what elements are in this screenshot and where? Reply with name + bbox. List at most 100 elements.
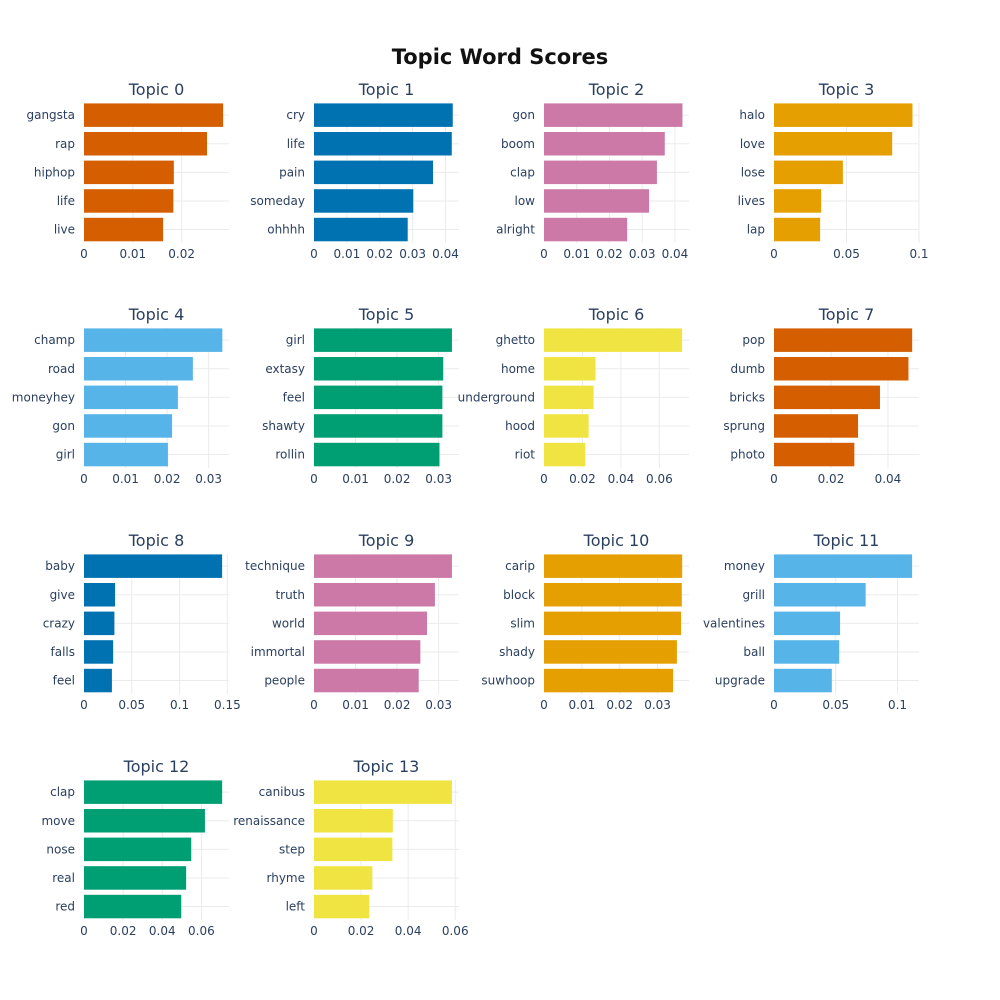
- x-tick-label: 0.02: [168, 247, 195, 261]
- category-label: rap: [55, 137, 75, 151]
- category-label: renaissance: [233, 814, 305, 828]
- category-label: halo: [739, 108, 765, 122]
- category-label: falls: [51, 645, 76, 659]
- bar-move: [84, 809, 205, 833]
- bar-gon: [544, 103, 683, 127]
- category-label: real: [52, 871, 75, 885]
- subplot-topic-1: Topic 1 cry life pain someday ohhhh 0 0.01 0.02 0…: [250, 80, 459, 261]
- category-label: live: [54, 223, 75, 237]
- bar-slim: [544, 611, 682, 636]
- category-label: love: [740, 137, 765, 151]
- category-label: sprung: [723, 419, 765, 433]
- x-tick-label: 0.03: [644, 698, 671, 712]
- bar-rhyme: [314, 866, 373, 890]
- bar-give: [84, 583, 116, 607]
- x-tick-label: 0.02: [110, 924, 137, 938]
- x-tick-label: 0.01: [342, 698, 369, 712]
- category-label: clap: [510, 165, 535, 179]
- bar-people: [314, 668, 419, 693]
- category-label: extasy: [265, 362, 305, 376]
- category-label: rollin: [275, 448, 305, 462]
- x-tick-label: 0.04: [662, 247, 689, 261]
- x-tick-label: 0.01: [334, 247, 361, 261]
- category-label: girl: [286, 333, 305, 347]
- bar-truth: [314, 583, 435, 607]
- subplot-title: Topic 9: [358, 531, 415, 550]
- x-tick-label: 0: [770, 247, 778, 261]
- bar-suwhoop: [544, 668, 674, 693]
- bar-gon: [84, 414, 173, 438]
- x-tick-label: 0.15: [214, 698, 241, 712]
- bar-world: [314, 611, 428, 636]
- x-tick-label: 0.03: [399, 247, 426, 261]
- bar-hood: [544, 414, 589, 438]
- subplot-topic-10: Topic 10 carip block slim shady suwhoop 0 0.01 0…: [481, 531, 689, 712]
- subplot-topic-2: Topic 2 gon boom clap low alright 0 0.01 0.02 0.0…: [496, 80, 689, 261]
- category-label: lose: [741, 165, 765, 179]
- bar-lap: [774, 217, 821, 242]
- bar-canibus: [314, 780, 452, 804]
- category-label: move: [41, 814, 75, 828]
- bar-cry: [314, 103, 453, 127]
- subplot-topic-6: Topic 6 ghetto home underground hood riot 0 0.0…: [458, 305, 689, 486]
- category-label: hood: [505, 419, 535, 433]
- x-tick-label: 0.01: [119, 247, 146, 261]
- bar-underground: [544, 385, 594, 410]
- subplot-title: Topic 0: [128, 80, 185, 99]
- x-tick-label: 0.02: [154, 472, 181, 486]
- x-tick-label: 0: [80, 247, 88, 261]
- bar-pop: [774, 328, 913, 352]
- category-label: people: [264, 674, 305, 688]
- category-label: world: [272, 616, 305, 630]
- x-tick-label: 0.02: [366, 247, 393, 261]
- bar-renaissance: [314, 809, 393, 833]
- bar-boom: [544, 132, 665, 156]
- category-label: boom: [501, 137, 535, 151]
- bar-immortal: [314, 640, 421, 664]
- bar-pain: [314, 160, 434, 185]
- bar-life: [84, 189, 174, 213]
- bar-extasy: [314, 357, 444, 381]
- bar-hiphop: [84, 160, 174, 185]
- category-label: lap: [747, 223, 765, 237]
- bar-rollin: [314, 442, 440, 467]
- x-tick-label: 0: [80, 698, 88, 712]
- category-label: lives: [738, 194, 765, 208]
- bar-money: [774, 554, 913, 578]
- x-tick-label: 0.02: [606, 698, 633, 712]
- category-label: low: [515, 194, 536, 208]
- category-label: pop: [742, 333, 765, 347]
- bar-girl: [84, 442, 168, 467]
- subplot-topic-4: Topic 4 champ road moneyhey gon girl 0 0.01 0.02…: [12, 305, 229, 486]
- bar-carip: [544, 554, 683, 578]
- subplot-title: Topic 5: [358, 305, 415, 324]
- category-label: shady: [499, 645, 535, 659]
- category-label: rhyme: [266, 871, 305, 885]
- x-tick-label: 0: [310, 698, 318, 712]
- subplot-topic-0: Topic 0 gangsta rap hiphop life live 0 0.01 0.02: [26, 80, 229, 261]
- subplot-title: Topic 12: [123, 757, 190, 776]
- x-tick-label: 0: [310, 247, 318, 261]
- x-tick-label: 0.06: [188, 924, 215, 938]
- x-tick-label: 0: [770, 698, 778, 712]
- bar-nose: [84, 837, 192, 862]
- category-label: life: [57, 194, 75, 208]
- bar-technique: [314, 554, 452, 578]
- x-tick-label: 0.05: [118, 698, 145, 712]
- subplot-title: Topic 13: [353, 757, 420, 776]
- bar-red: [84, 894, 182, 919]
- subplot-topic-9: Topic 9 technique truth world immortal people…: [245, 531, 459, 712]
- bar-upgrade: [774, 668, 832, 693]
- x-tick-label: 0.06: [442, 924, 469, 938]
- category-label: moneyhey: [12, 390, 75, 404]
- category-label: girl: [56, 448, 75, 462]
- category-label: photo: [730, 448, 765, 462]
- bar-clap: [544, 160, 657, 185]
- x-tick-label: 0.03: [629, 247, 656, 261]
- x-tick-label: 0.03: [425, 698, 452, 712]
- x-tick-label: 0.04: [149, 924, 176, 938]
- x-tick-label: 0: [540, 698, 548, 712]
- x-tick-label: 0.02: [569, 472, 596, 486]
- category-label: clap: [50, 785, 75, 799]
